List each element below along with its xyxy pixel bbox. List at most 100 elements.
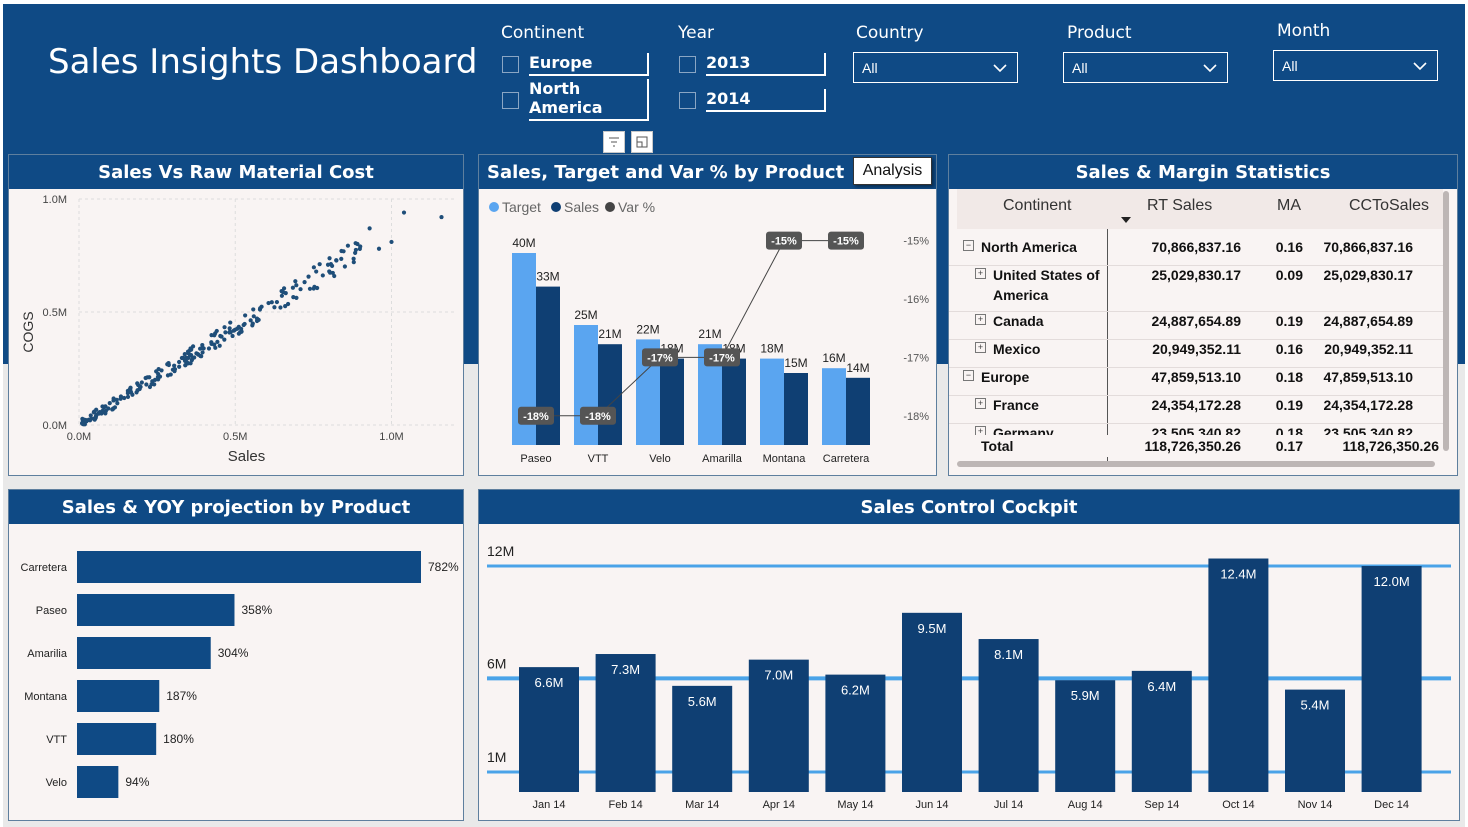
scatter-point [198,353,203,359]
vertical-scrollbar[interactable] [1443,191,1449,451]
total-ma: 0.17 [1275,438,1303,454]
scatter-point [339,256,344,261]
scatter-chart: 0.0M0.0M 0.5M 0.5M 1.0M 1.0M Sales COGS [20,194,454,465]
rt-sales-value: 70,866,837.16 [1151,239,1241,255]
legend-marker [551,202,561,212]
page-title: Sales Insights Dashboard [48,42,478,82]
month-bar [1055,680,1116,792]
table-row[interactable]: + Germany 23,505,340.82 0.18 23,505,340.82 [949,423,1449,437]
month-bar [1131,670,1192,792]
target-label: 21M [698,327,721,341]
value-label: 6.2M [841,683,870,698]
scatter-point [327,270,333,275]
var-label-box [704,348,740,367]
month-dropdown[interactable]: All [1273,50,1438,81]
category-label: VTT [588,453,609,465]
product-slicer-label: Product [1067,23,1132,43]
scatter-point [185,349,191,354]
scatter-point [367,226,372,231]
collapse-icon[interactable]: − [963,240,974,251]
scatter-point [137,384,142,389]
scatter-point [345,243,351,248]
year-option-2013[interactable]: 2013 [679,51,826,77]
category-label: Feb 14 [608,799,642,811]
table-row[interactable]: − Europe 47,859,513.10 0.18 47,859,513.10 [949,367,1449,396]
category-label: Jul 14 [994,799,1023,811]
legend-label: Var % [618,199,655,215]
scatter-point [236,331,241,336]
column-header[interactable]: CCToSales [1349,197,1430,214]
total-rt-sales: 118,726,350.26 [1144,438,1241,454]
row-label: Europe [981,369,1030,385]
product-dropdown[interactable]: All [1063,52,1228,83]
scatter-point [213,345,218,350]
filter-icon[interactable] [603,131,625,153]
continent-option-north-america[interactable]: North America [502,79,649,121]
table-row[interactable]: + United States of America 25,029,830.17 0.0… [949,265,1449,312]
table-row[interactable]: + France 24,354,172.28 0.19 24,354,172.28 [949,395,1449,424]
rt-sales-value: 23,505,340.82 [1151,425,1241,437]
cockpit-panel[interactable]: Sales Control Cockpit 12M 6M 1M 6.6M Jan 14 7… [478,489,1460,821]
collapse-icon[interactable]: − [963,370,974,381]
focus-mode-icon[interactable] [631,131,653,153]
checkbox[interactable] [679,55,696,73]
scatter-point [189,347,194,352]
checkbox[interactable] [502,91,519,109]
scatter-point [214,328,219,334]
checkbox[interactable] [502,55,519,73]
scatter-point [118,394,124,399]
table-row[interactable]: + Mexico 20,949,352.11 0.16 20,949,352.11 [949,339,1449,368]
var-label-box [828,231,864,250]
cc-to-sales-value: 24,354,172.28 [1323,397,1413,413]
yoy-panel[interactable]: Sales & YOY projection by Product Carret… [8,489,464,821]
scatter-point [272,305,277,310]
cc-to-sales-value: 47,859,513.10 [1323,369,1413,385]
value-label: 187% [166,689,197,703]
scatter-point [172,363,177,368]
total-cc-to-sales: 118,726,350.26 [1342,438,1439,454]
scatter-point [278,305,283,310]
combo-panel[interactable]: Sales, Target and Var % by Product Targe… [478,154,937,476]
stats-panel[interactable]: Sales & Margin Statistics Continent RT Sa… [948,154,1458,476]
yoy-chart: Carretera 782% Paseo 358% Amarilia 304% Montan… [21,551,459,798]
scatter-point [222,325,227,330]
column-header[interactable]: Continent [1003,197,1072,214]
var-label: -18% [585,411,611,423]
scatter-point [256,317,261,322]
month-bar [978,639,1039,792]
scatter-point [156,371,161,377]
scatter-point [401,210,407,215]
continent-option-europe[interactable]: Europe [502,51,649,77]
year-option-2014[interactable]: 2014 [679,87,826,113]
expand-icon[interactable]: + [975,268,986,279]
value-label: 7.0M [764,668,793,683]
scatter-point [110,406,115,412]
scatter-point [88,413,93,418]
table-row[interactable]: + Canada 24,887,654.89 0.19 24,887,654.89 [949,311,1449,340]
row-label: Canada [993,313,1044,329]
scatter-point [152,377,158,382]
horizontal-scrollbar[interactable] [957,461,1435,467]
scatter-point [218,333,223,339]
country-dropdown[interactable]: All [853,52,1018,83]
expand-icon[interactable]: + [975,314,986,325]
expand-icon[interactable]: + [975,398,986,409]
scatter-point [355,241,360,247]
option-label: North America [529,79,649,121]
table-row[interactable]: − North America 70,866,837.16 0.16 70,866,83… [949,237,1449,266]
total-label: Total [981,438,1014,454]
scatter-point [279,293,285,298]
checkbox[interactable] [679,91,696,109]
table-header: Continent RT Sales MA CCToSales [957,189,1443,229]
target-bar [822,368,846,445]
scatter-point [212,342,217,347]
row-label: Germany [993,425,1054,437]
sort-desc-icon[interactable] [1121,217,1131,223]
column-header[interactable]: MA [1277,197,1301,214]
expand-icon[interactable]: + [975,342,986,353]
sales-bar [660,358,684,445]
scatter-panel[interactable]: Sales Vs Raw Material Cost 0.0M 0.0M 0.5M 0… [8,154,464,476]
analysis-button[interactable]: Analysis [853,157,932,185]
column-header[interactable]: RT Sales [1147,197,1213,214]
var-label: -18% [523,411,549,423]
